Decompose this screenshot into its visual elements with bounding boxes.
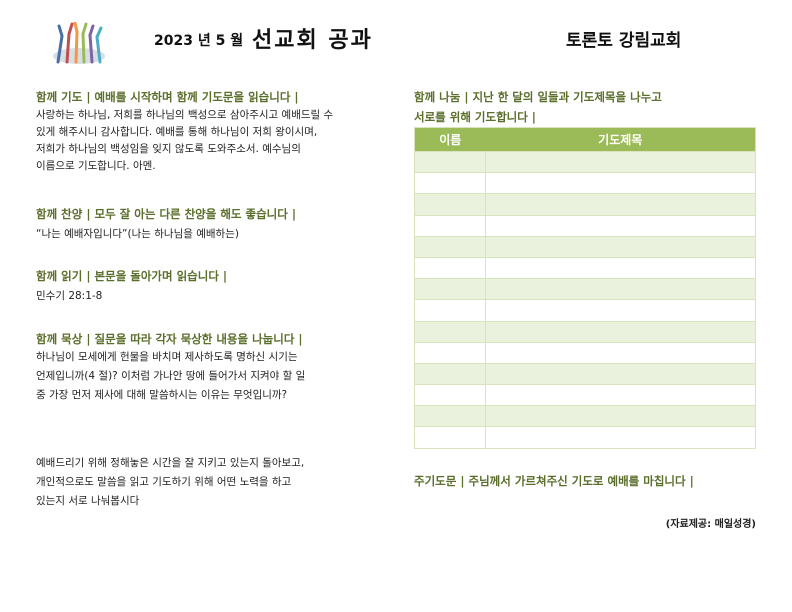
topic-cell[interactable] <box>485 405 756 427</box>
topic-cell[interactable] <box>485 193 756 216</box>
prayer-request-table: 이름 기도제목 <box>414 127 756 449</box>
topic-cell[interactable] <box>485 426 756 449</box>
table-row <box>414 384 756 406</box>
column-header-topic: 기도제목 <box>485 127 756 152</box>
closing-heading: 주기도문 | 주님께서 가르쳐주신 기도로 예배를 마칩니다 | <box>414 474 694 488</box>
table-row <box>414 278 756 300</box>
name-cell[interactable] <box>414 320 486 343</box>
name-cell[interactable] <box>414 193 486 216</box>
table-row <box>414 405 756 427</box>
reflection-line: 있는지 서로 나눠봅시다 <box>36 495 140 507</box>
people-raising-hands-icon <box>53 22 105 64</box>
name-cell[interactable] <box>414 235 486 258</box>
prayer-line: 사랑하는 하나님, 저희를 하나님의 백성으로 삼아주시고 예배드릴 수 <box>36 109 334 121</box>
topic-cell[interactable] <box>485 256 756 279</box>
name-cell[interactable] <box>414 299 486 321</box>
prayer-line: 저희가 하나님의 백성임을 잊지 않도록 도와주소서. 예수님의 <box>36 143 301 155</box>
reflection-text: 예배드리기 위해 정해놓은 시간을 잘 지키고 있는지 돌아보고, 개인적으로도… <box>36 454 304 511</box>
topic-cell[interactable] <box>485 320 756 343</box>
church-name: 토론토 강림교회 <box>566 31 682 51</box>
name-cell[interactable] <box>414 341 486 364</box>
name-cell[interactable] <box>414 405 486 427</box>
table-row <box>414 362 756 385</box>
meditation-text: 하나님이 모세에게 헌물을 바치며 제사하도록 명하신 시기는 언제입니까(4 … <box>36 348 305 405</box>
topic-cell[interactable] <box>485 172 756 194</box>
name-cell[interactable] <box>414 256 486 279</box>
column-header-name: 이름 <box>414 127 486 152</box>
table-row <box>414 193 756 216</box>
prayer-line: 이름으로 기도합니다. 아멘. <box>36 160 156 172</box>
name-cell[interactable] <box>414 150 486 173</box>
prayer-text: 사랑하는 하나님, 저희를 하나님의 백성으로 삼아주시고 예배드릴 수 있게 … <box>36 107 333 175</box>
table-row <box>414 214 756 237</box>
topic-cell[interactable] <box>485 278 756 300</box>
sharing-heading-cont: 서로를 위해 기도합니다 | <box>414 110 537 124</box>
table-row <box>414 235 756 258</box>
table-header-row: 이름 기도제목 <box>414 127 756 152</box>
topic-cell[interactable] <box>485 384 756 406</box>
meditation-line: 중 가장 먼저 제사에 대해 말씀하시는 이유는 무엇입니까? <box>36 389 288 401</box>
source-credit: (자료제공: 매일성경) <box>665 519 756 530</box>
reading-heading: 함께 읽기 | 본문을 돌아가며 읽습니다 | <box>36 269 228 283</box>
praise-heading: 함께 찬양 | 모두 잘 아는 다른 찬양을 해도 좋습니다 | <box>36 207 297 221</box>
name-cell[interactable] <box>414 384 486 406</box>
meditation-heading: 함께 묵상 | 질문을 따라 각자 묵상한 내용을 나눕니다 | <box>36 332 303 346</box>
name-cell[interactable] <box>414 172 486 194</box>
reflection-line: 개인적으로도 말씀을 읽고 기도하기 위해 어떤 노력을 하고 <box>36 476 292 488</box>
sharing-heading: 함께 나눔 | 지난 한 달의 일들과 기도제목을 나누고 <box>414 90 662 104</box>
topic-cell[interactable] <box>485 362 756 385</box>
prayer-line: 있게 해주시니 감사합니다. 예배를 통해 하나님이 저희 왕이시며, <box>36 126 318 138</box>
table-row <box>414 299 756 321</box>
praise-text: “나는 예배자입니다”(나는 하나님을 예배하는) <box>36 228 239 240</box>
topic-cell[interactable] <box>485 299 756 321</box>
table-row <box>414 256 756 279</box>
topic-cell[interactable] <box>485 150 756 173</box>
meditation-line: 언제입니까(4 절)? 이처럼 가나안 땅에 들어가서 지켜야 할 일 <box>36 370 306 382</box>
reflection-line: 예배드리기 위해 정해놓은 시간을 잘 지키고 있는지 돌아보고, <box>36 457 305 469</box>
name-cell[interactable] <box>414 362 486 385</box>
prayer-heading: 함께 기도 | 예배를 시작하며 함께 기도문을 읽습니다 | <box>36 90 299 104</box>
name-cell[interactable] <box>414 278 486 300</box>
table-row <box>414 172 756 194</box>
table-row <box>414 426 756 449</box>
table-row <box>414 320 756 343</box>
meditation-line: 하나님이 모세에게 헌물을 바치며 제사하도록 명하신 시기는 <box>36 351 298 363</box>
name-cell[interactable] <box>414 426 486 449</box>
table-row <box>414 150 756 173</box>
lesson-date: 2023 년 5 월 <box>154 33 244 49</box>
topic-cell[interactable] <box>485 214 756 237</box>
topic-cell[interactable] <box>485 235 756 258</box>
name-cell[interactable] <box>414 214 486 237</box>
reading-text: 민수기 28:1-8 <box>36 290 103 302</box>
table-row <box>414 341 756 364</box>
page-title: 선교회 공과 <box>252 27 373 53</box>
topic-cell[interactable] <box>485 341 756 364</box>
